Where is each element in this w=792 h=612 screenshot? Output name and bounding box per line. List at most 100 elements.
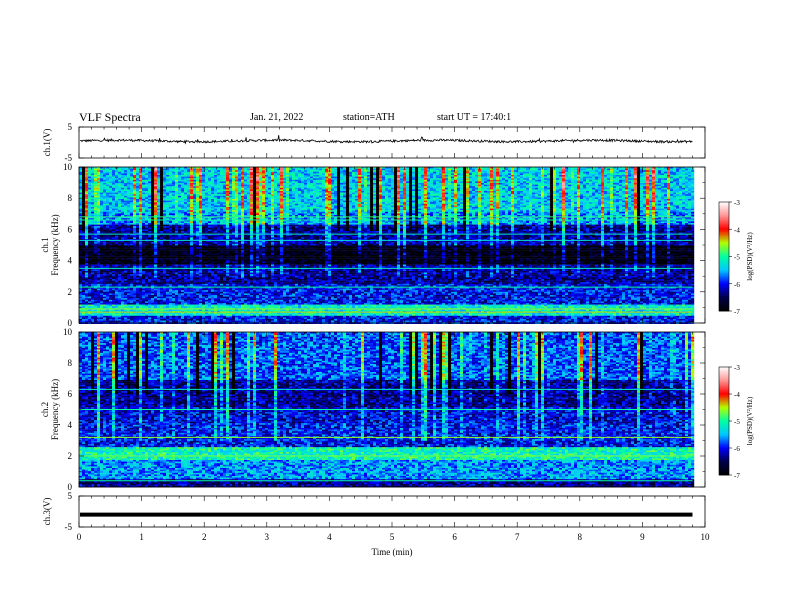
psd-cell <box>598 173 602 176</box>
psd-cell <box>343 186 347 188</box>
psd-cell <box>436 186 440 188</box>
psd-cell <box>637 202 641 204</box>
psd-cell <box>382 200 386 203</box>
psd-cell <box>685 200 689 203</box>
psd-cell <box>238 176 242 179</box>
psd-cell <box>94 202 98 204</box>
psd-cell <box>397 168 401 171</box>
psd-cell <box>679 197 683 200</box>
psd-cell <box>253 168 257 171</box>
psd-cell <box>589 187 593 190</box>
psd-cell <box>391 184 395 187</box>
psd-cell <box>208 187 212 190</box>
psd-cell <box>217 192 221 195</box>
psd-cell <box>148 184 152 187</box>
psd-cell <box>451 197 455 200</box>
psd-cell <box>658 168 662 171</box>
psd-cell <box>388 176 392 179</box>
psd-cell <box>511 192 515 195</box>
psd-cell <box>247 167 251 169</box>
psd-cell <box>331 171 335 174</box>
psd-cell <box>565 173 569 176</box>
psd-cell <box>178 199 182 201</box>
psd-cell <box>610 179 614 182</box>
psd-cell <box>544 183 548 185</box>
psd-cell <box>475 199 479 201</box>
psd-cell <box>253 187 257 190</box>
psd-cell <box>448 171 452 174</box>
psd-cell <box>361 203 365 206</box>
psd-cell <box>613 167 617 169</box>
psd-cell <box>373 203 377 206</box>
psd-cell <box>271 192 275 195</box>
psd-cell <box>529 168 533 171</box>
psd-cell <box>274 199 278 201</box>
psd-cell <box>685 179 689 182</box>
psd-cell <box>139 178 143 180</box>
psd-cell <box>121 181 125 184</box>
psd-cell <box>598 186 602 188</box>
psd-cell <box>289 176 293 179</box>
psd-cell <box>643 176 647 179</box>
psd-cell <box>565 197 569 200</box>
psd-cell <box>601 186 605 188</box>
psd-cell <box>481 191 485 193</box>
psd-cell <box>586 176 590 179</box>
psd-cell <box>580 194 584 196</box>
psd-cell <box>370 175 374 177</box>
psd-cell <box>283 186 287 188</box>
psd-cell <box>85 195 89 198</box>
psd-cell <box>223 184 227 187</box>
psd-cell <box>118 173 122 176</box>
psd-cell <box>367 191 371 193</box>
psd-cell <box>88 186 92 188</box>
psd-cell <box>256 187 260 190</box>
psd-cell <box>610 176 614 179</box>
psd-cell <box>391 173 395 176</box>
psd-cell <box>364 202 368 204</box>
psd-cell <box>538 191 542 193</box>
psd-cell <box>157 183 161 185</box>
psd-cell <box>658 189 662 192</box>
psd-cell <box>115 187 119 190</box>
psd-cell <box>298 175 302 177</box>
psd-cell <box>445 187 449 190</box>
psd-cell <box>88 176 92 179</box>
psd-cell <box>523 203 527 206</box>
psd-cell <box>109 200 113 203</box>
psd-cell <box>142 176 146 179</box>
psd-cell <box>91 184 95 187</box>
psd-cell <box>541 184 545 187</box>
psd-cell <box>418 186 422 188</box>
psd-cell <box>685 186 689 188</box>
psd-cell <box>100 183 104 185</box>
psd-cell <box>610 178 614 180</box>
psd-cell <box>229 203 233 206</box>
psd-cell <box>448 183 452 185</box>
psd-cell <box>271 187 275 190</box>
psd-cell <box>532 167 536 169</box>
psd-cell <box>643 186 647 188</box>
psd-cell <box>622 202 626 204</box>
psd-cell <box>415 179 419 182</box>
psd-cell <box>193 178 197 180</box>
psd-cell <box>436 187 440 190</box>
psd-cell <box>199 195 203 198</box>
psd-cell <box>520 173 524 176</box>
psd-cell <box>391 175 395 177</box>
psd-cell <box>295 197 299 200</box>
psd-cell <box>532 179 536 182</box>
psd-cell <box>535 175 539 177</box>
psd-cell <box>85 170 89 172</box>
psd-cell <box>166 189 170 192</box>
psd-cell <box>106 173 110 176</box>
psd-cell <box>445 171 449 174</box>
psd-cell <box>334 176 338 179</box>
psd-cell <box>172 194 176 196</box>
psd-cell <box>628 175 632 177</box>
psd-cell <box>376 184 380 187</box>
psd-cell <box>667 186 671 188</box>
psd-cell <box>322 186 326 188</box>
psd-cell <box>595 183 599 185</box>
psd-cell <box>349 195 353 198</box>
